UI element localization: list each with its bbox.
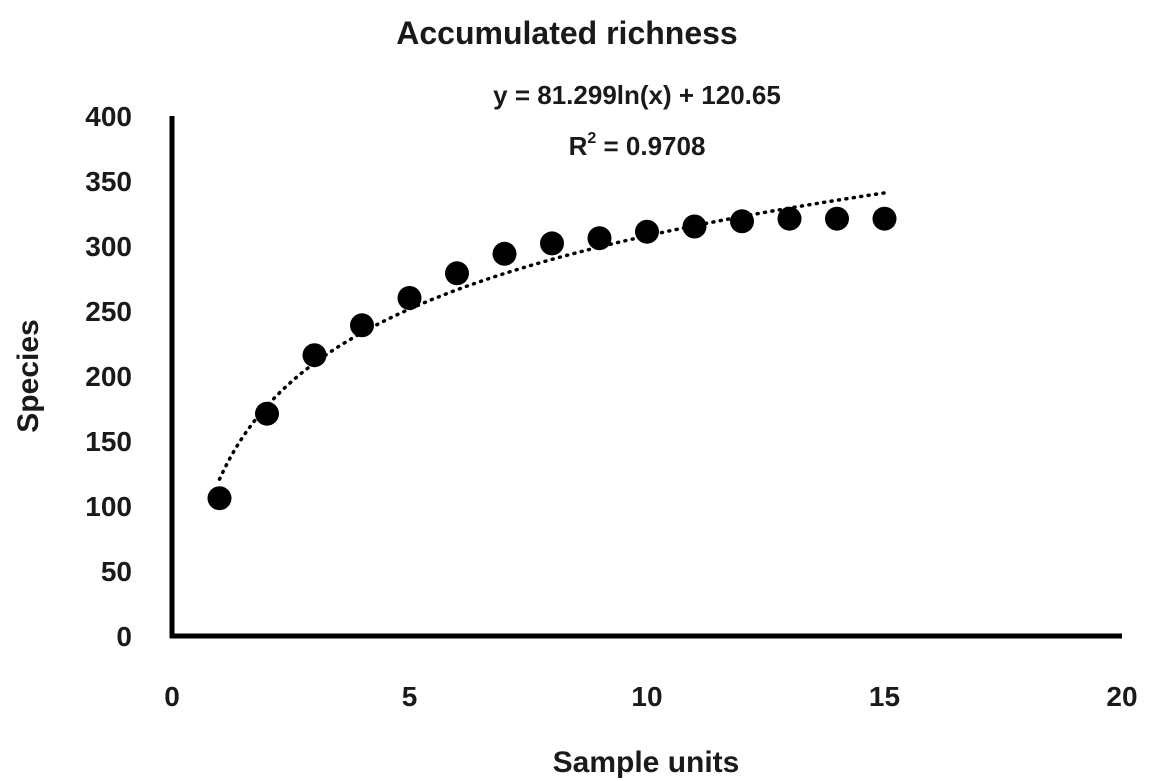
x-tick-label: 0 <box>164 681 180 712</box>
r-squared-superscript: 2 <box>587 130 596 147</box>
data-point <box>635 219 659 244</box>
x-tick-label: 20 <box>1106 681 1137 712</box>
data-point <box>350 313 374 338</box>
x-tick-label: 15 <box>869 681 900 712</box>
y-tick-label: 350 <box>85 166 132 197</box>
y-tick-label: 150 <box>85 426 132 457</box>
y-tick-label: 100 <box>85 491 132 522</box>
x-axis-label: Sample units <box>553 746 740 779</box>
data-point <box>587 226 612 251</box>
trendline-equation: y = 81.299ln(x) + 120.65 <box>493 80 781 110</box>
data-points <box>207 206 897 511</box>
x-tick-label: 5 <box>402 681 418 712</box>
r-squared-value: = 0.9708 <box>596 131 705 161</box>
data-point <box>825 206 849 231</box>
data-point <box>682 214 707 239</box>
y-tick-label: 0 <box>116 621 132 652</box>
y-tick-label: 250 <box>85 296 132 327</box>
data-point <box>255 401 279 426</box>
data-point <box>397 286 422 310</box>
y-tick-label: 300 <box>85 231 132 262</box>
data-point <box>445 261 469 286</box>
chart-title: Accumulated richness <box>396 15 737 51</box>
y-tick-label: 50 <box>101 556 132 587</box>
y-axis-label: Species <box>12 319 45 432</box>
data-point <box>540 231 564 256</box>
r-squared-label: R2 = 0.9708 <box>569 130 706 161</box>
trendline <box>217 191 887 481</box>
data-point <box>730 209 754 234</box>
data-point <box>207 486 232 511</box>
r-squared-prefix: R <box>569 131 588 161</box>
data-point <box>302 343 327 368</box>
y-tick-label: 200 <box>85 361 132 392</box>
y-tick-label: 400 <box>85 101 132 132</box>
x-tick-labels: 0 5 10 15 20 <box>164 681 1137 712</box>
data-point <box>777 206 802 231</box>
data-point <box>492 241 517 266</box>
data-point <box>872 206 897 231</box>
x-tick-label: 10 <box>631 681 662 712</box>
y-tick-labels: 0 50 100 150 200 250 300 350 400 <box>85 101 132 652</box>
